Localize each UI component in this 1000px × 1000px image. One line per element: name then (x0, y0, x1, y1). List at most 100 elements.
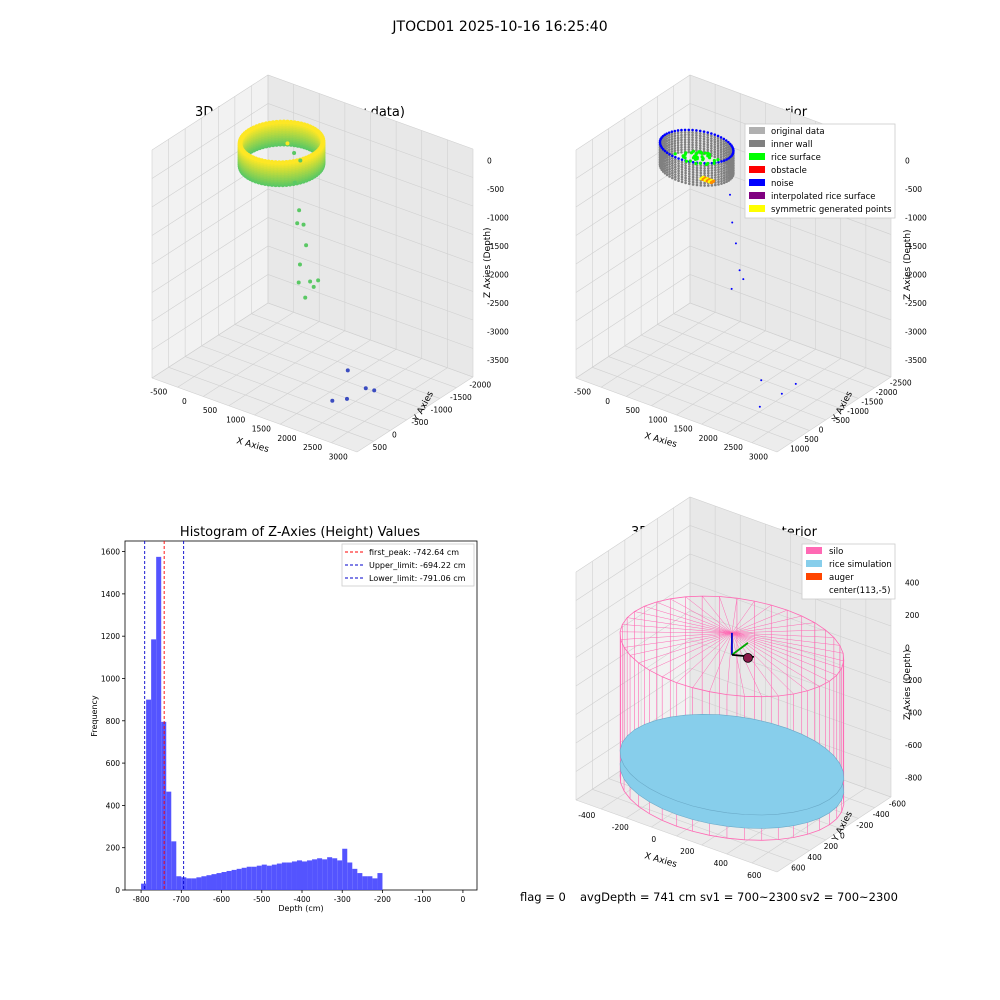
y-tick-label: 1600 (101, 548, 120, 557)
y-tick-label: -1000 (431, 405, 453, 414)
inner-wall-point (687, 131, 690, 134)
inner-wall-point (688, 163, 691, 166)
histogram-bar (342, 849, 347, 890)
z-tick-label: -1000 (905, 213, 927, 222)
y-tick-label: 500 (804, 435, 819, 444)
histogram-bar (312, 859, 317, 890)
inner-wall-point (684, 146, 687, 149)
legend-label: Lower_limit: -791.06 cm (369, 574, 466, 583)
inner-wall-point (717, 173, 720, 176)
inner-wall-point (688, 178, 691, 181)
inner-wall-point (695, 146, 698, 149)
inner-wall-point (703, 143, 706, 146)
z-tick-label: -500 (487, 185, 504, 194)
histogram-bar (141, 884, 146, 890)
inner-wall-point (668, 168, 671, 171)
inner-wall-point (671, 148, 674, 151)
rice-surface-point (684, 156, 687, 159)
inner-wall-point (695, 129, 698, 132)
inner-wall-point (691, 146, 694, 149)
inner-wall-point (688, 165, 691, 168)
x-tick-label: 3000 (329, 452, 348, 461)
inner-wall-point (687, 146, 690, 149)
inner-wall-point (695, 132, 698, 135)
legend-swatch (749, 205, 765, 212)
legend-label: interpolated rice surface (771, 192, 876, 202)
noise-point (781, 393, 783, 395)
inner-wall-point (723, 179, 726, 182)
inner-wall-point (720, 141, 723, 144)
x-tick-label: 1500 (252, 425, 271, 434)
inner-wall-point (674, 147, 677, 150)
inner-wall-point (671, 164, 674, 167)
inner-wall-point (684, 182, 687, 185)
histogram-bar (277, 864, 282, 890)
x-tick-label: -500 (574, 388, 591, 397)
inner-wall-point (699, 139, 702, 142)
inner-wall-point (703, 138, 706, 141)
inner-wall-point (666, 169, 669, 172)
rice-surface-point (707, 152, 710, 155)
histogram-bar (332, 858, 337, 890)
x-tick-label: 3000 (749, 452, 768, 461)
inner-wall-point (710, 137, 713, 140)
x-tick-label: 0 (461, 895, 466, 904)
histogram-bar (227, 871, 232, 890)
inner-wall-point (707, 174, 710, 177)
rice-surface-point (694, 162, 697, 165)
rice-surface-point (674, 152, 677, 155)
inner-wall-point (695, 139, 698, 142)
y-tick-label: 400 (106, 801, 121, 810)
x-tick-label: 0 (182, 397, 187, 406)
inner-wall-point (680, 131, 683, 134)
y-tick-label: -2000 (469, 380, 491, 389)
inner-wall-point (692, 168, 695, 171)
inner-wall-point (699, 132, 702, 135)
inner-wall-point (681, 176, 684, 179)
inner-wall-point (699, 137, 702, 140)
inner-wall-point (717, 140, 720, 143)
legend-label: noise (771, 179, 794, 189)
inner-wall-point (706, 134, 709, 137)
raw-point (304, 243, 308, 247)
footer-sv1: sv1 = 700~2300 (700, 890, 798, 904)
x-tick-label: -200 (374, 895, 391, 904)
inner-wall-point (674, 168, 677, 171)
inner-wall-point (687, 129, 690, 132)
rice-surface-point (701, 158, 704, 161)
inner-wall-point (664, 150, 667, 153)
y-tick-label: 400 (807, 853, 822, 862)
inner-wall-point (711, 172, 714, 175)
inner-wall-point (699, 147, 702, 150)
noise-point (742, 278, 744, 280)
inner-wall-point (668, 158, 671, 161)
z-tick-label: 0 (487, 156, 492, 165)
y-tick-label: 800 (106, 717, 121, 726)
raw-point (297, 280, 301, 284)
inner-wall-point (699, 135, 702, 138)
inner-wall-point (722, 143, 725, 146)
inner-wall-point (671, 138, 674, 141)
legend-label: rice simulation (829, 560, 892, 570)
inner-wall-point (677, 134, 680, 137)
inner-wall-point (692, 178, 695, 181)
histogram-bar (292, 861, 297, 890)
inner-wall-point (668, 165, 671, 168)
histogram-bar (367, 876, 372, 890)
rice-surface-point (713, 162, 716, 165)
x-tick-label: 2000 (277, 434, 296, 443)
inner-wall-point (703, 169, 706, 172)
x-tick-label: -500 (150, 388, 167, 397)
inner-wall-point (692, 183, 695, 186)
inner-wall-point (696, 171, 699, 174)
x-tick-label: -300 (334, 895, 351, 904)
inner-wall-point (717, 147, 720, 150)
z-tick-label: -3500 (905, 356, 927, 365)
inner-wall-point (723, 162, 726, 165)
histogram-bar (146, 700, 151, 890)
x-tick-label: 500 (203, 406, 218, 415)
histogram-bar (222, 872, 227, 890)
inner-wall-point (674, 140, 677, 143)
histogram-bar (186, 878, 191, 890)
